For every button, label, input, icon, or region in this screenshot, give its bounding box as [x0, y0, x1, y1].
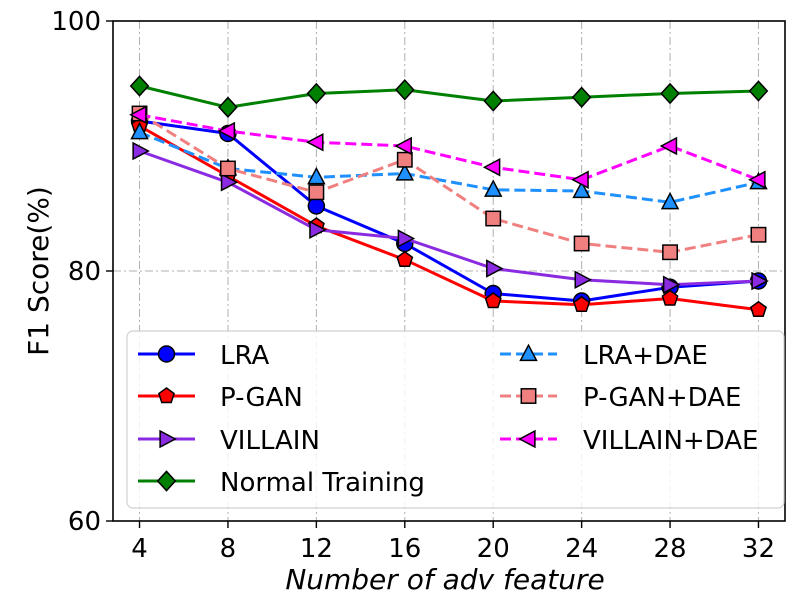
legend-marker [159, 429, 177, 449]
data-point-villain [486, 259, 504, 278]
data-point-villain [309, 220, 327, 239]
data-point-lra-dae [483, 179, 503, 197]
legend-label: VILLAIN [220, 426, 320, 456]
data-point-lra-dae [660, 191, 680, 210]
y-tick-label: 80 [68, 257, 101, 287]
data-point-p-gan-dae [485, 210, 502, 227]
data-point-villain-dae [217, 121, 236, 141]
y-tick-label: 60 [68, 507, 101, 537]
data-point-p-gan [661, 289, 679, 306]
data-point-normal-training [571, 86, 592, 108]
data-point-villain [751, 271, 769, 291]
x-tick-label: 4 [131, 534, 148, 564]
x-tick-label: 28 [654, 534, 687, 564]
x-tick-label: 20 [477, 534, 510, 564]
legend-box [126, 330, 785, 509]
data-point-villain [132, 141, 150, 161]
data-point-villain-dae [748, 170, 766, 189]
data-point-normal-training [218, 96, 238, 118]
data-point-p-gan-dae [573, 235, 590, 252]
legend-marker [157, 345, 176, 363]
data-point-lra-dae [572, 180, 591, 199]
legend-entry-villain-dae: VILLAIN+DAE [500, 426, 759, 456]
series-normal-training [129, 75, 769, 118]
series-villain-dae [129, 105, 766, 189]
data-point-villain-dae [394, 136, 412, 156]
legend-entry-lra: LRA [138, 341, 269, 371]
series-line-villain-dae [139, 113, 760, 182]
data-point-normal-training [129, 75, 150, 97]
data-point-normal-training [748, 80, 769, 102]
y-tick-label: 100 [51, 7, 101, 37]
data-point-p-gan-dae [219, 160, 236, 177]
data-point-normal-training [306, 82, 327, 105]
series-line-villain [138, 149, 759, 287]
legend-marker [519, 343, 538, 362]
data-point-lra-dae [130, 121, 149, 140]
series-line-normal-training [139, 84, 759, 109]
data-point-p-gan-dae [662, 244, 679, 261]
series-villain [132, 141, 769, 294]
legend-label: Normal Training [220, 468, 425, 498]
legend-entry-normal-training: Normal Training [138, 468, 425, 498]
legend-label: LRA+DAE [583, 341, 708, 371]
data-point-villain-dae [305, 133, 324, 152]
legend-label: P-GAN+DAE [583, 383, 741, 413]
y-axis-label: F1 Score(%) [22, 186, 55, 356]
series-lines [129, 75, 769, 317]
x-tick-label: 12 [300, 534, 333, 564]
x-tick-label: 16 [388, 534, 421, 564]
series-line-p-gan [138, 124, 759, 312]
legend-marker [520, 388, 537, 404]
data-point-p-gan-dae [308, 184, 325, 201]
x-tick-label: 32 [742, 534, 775, 564]
legend: LRA P-GAN VILLAIN Normal Training LRA+DAE P-G… [126, 330, 785, 509]
legend-entry-lra-dae: LRA+DAE [500, 341, 708, 371]
data-point-villain-dae [571, 170, 589, 189]
data-point-p-gan-dae [750, 226, 767, 243]
data-point-villain-dae [659, 136, 678, 156]
legend-marker [518, 429, 536, 449]
data-point-lra [307, 197, 326, 215]
data-point-p-gan [749, 300, 767, 317]
data-point-p-gan [396, 250, 414, 267]
legend-entry-p-gan: P-GAN [138, 383, 303, 413]
series-line-p-gan-dae [138, 112, 759, 254]
data-point-normal-training [660, 82, 680, 105]
legend-label: P-GAN [220, 383, 303, 413]
x-tick-label: 8 [220, 534, 237, 564]
data-point-lra-dae [307, 166, 326, 185]
data-point-lra-dae [395, 163, 415, 181]
data-point-villain [574, 270, 593, 289]
legend-label: VILLAIN+DAE [583, 426, 759, 456]
data-point-villain-dae [129, 105, 147, 124]
data-point-p-gan [573, 295, 591, 312]
x-axis-label: Number of adv feature [285, 563, 604, 596]
series-line-lra [139, 119, 759, 303]
legend-entry-p-gan-dae: P-GAN+DAE [500, 383, 741, 413]
legend-marker [156, 470, 177, 492]
data-point-villain [220, 173, 239, 192]
x-tick-label: 24 [565, 534, 598, 564]
legend-marker [158, 387, 175, 404]
data-point-villain-dae [482, 158, 501, 177]
legend-entry-villain: VILLAIN [138, 426, 320, 456]
data-point-villain [662, 275, 681, 294]
data-point-villain [397, 229, 416, 248]
data-point-normal-training [483, 90, 504, 112]
legend-label: LRA [220, 341, 269, 371]
axis-ticks: 4 8 12 16 20 24 28 32 60 80 100 [51, 7, 775, 564]
data-point-p-gan-dae [396, 151, 413, 168]
data-point-normal-training [394, 79, 415, 101]
data-point-p-gan [484, 292, 502, 309]
